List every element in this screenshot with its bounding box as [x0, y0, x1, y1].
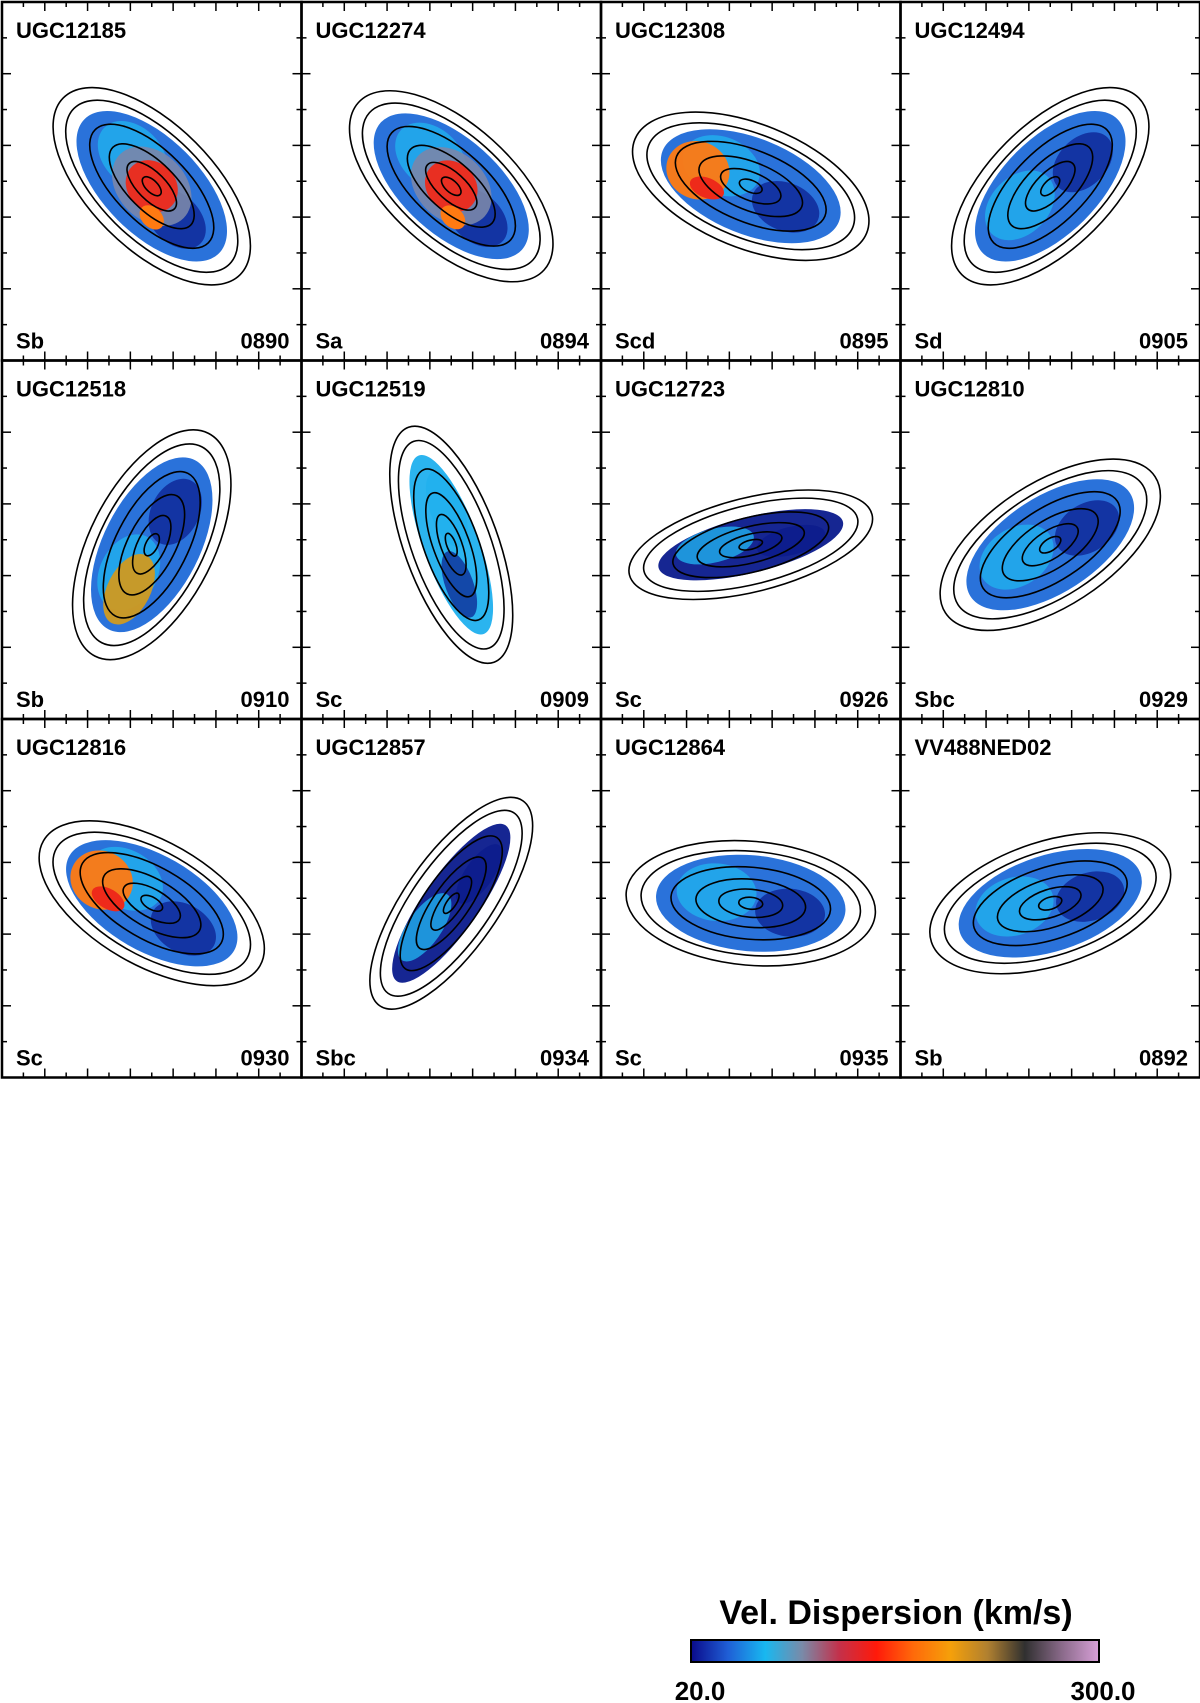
galaxy-name: UGC12864: [615, 735, 726, 760]
colorbar-min-label: 20.0: [675, 1676, 726, 1703]
dispersion-map: [66, 840, 238, 967]
axis-ticks: [2, 2, 302, 361]
galaxy-name: UGC12494: [915, 18, 1026, 43]
galaxy-panel: UGC12185 Sb 0890: [0, 0, 303, 362]
isophote-contours: [628, 489, 874, 601]
isophote-contours: [388, 425, 514, 665]
hubble-type: Sb: [16, 329, 44, 354]
dispersion-map: [958, 848, 1142, 958]
dispersion-map: [373, 113, 529, 260]
hubble-type: Sc: [615, 687, 642, 712]
dispersion-map: [658, 509, 844, 581]
galaxy-name: UGC12185: [16, 18, 126, 43]
califa-id: 0910: [241, 687, 290, 712]
axis-ticks: [301, 2, 601, 361]
galaxy-name: UGC12816: [16, 735, 126, 760]
galaxy-panel: UGC12519 Sc 0909: [300, 359, 603, 721]
isophote-contours: [348, 89, 554, 283]
axis-ticks: [301, 360, 601, 719]
colorbar-title: Vel. Dispersion (km/s): [719, 1594, 1072, 1632]
dispersion-map: [91, 457, 213, 633]
colorbar-max-label: 300.0: [1070, 1676, 1135, 1703]
galaxy-panel: UGC12857 Sbc 0934: [300, 717, 603, 1079]
hubble-type: Sbc: [316, 1046, 356, 1071]
dispersion-map: [966, 479, 1135, 611]
califa-id: 0909: [540, 687, 589, 712]
dispersion-map: [974, 110, 1126, 262]
hubble-type: Sd: [915, 329, 943, 354]
califa-id: 0934: [540, 1046, 590, 1071]
hubble-type: Sc: [615, 1046, 642, 1071]
califa-id: 0935: [840, 1046, 889, 1071]
dispersion-map: [392, 823, 511, 983]
colorbar-bar: [690, 1639, 1100, 1663]
axis-ticks: [900, 719, 1200, 1078]
galaxy-name: UGC12857: [316, 735, 426, 760]
axis-ticks: [601, 719, 901, 1078]
galaxy-panel: UGC12723 Sc 0926: [599, 359, 902, 721]
califa-id: 0929: [1139, 687, 1188, 712]
hubble-type: Scd: [615, 329, 655, 354]
isophote-contours: [71, 429, 232, 661]
galaxy-panel: UGC12518 Sb 0910: [0, 359, 303, 721]
califa-id: 0890: [241, 329, 290, 354]
axis-ticks: [601, 2, 901, 361]
galaxy-name: UGC12810: [915, 377, 1025, 402]
galaxy-panel: UGC12864 Sc 0935: [599, 717, 902, 1079]
dispersion-map: [656, 854, 846, 952]
dispersion-map: [660, 129, 841, 244]
califa-id: 0892: [1139, 1046, 1188, 1071]
califa-id: 0930: [241, 1046, 290, 1071]
galaxy-panel: UGC12494 Sd 0905: [899, 0, 1200, 362]
isophote-contours: [369, 796, 534, 1010]
galaxy-panel: UGC12308 Scd 0895: [599, 0, 902, 362]
califa-id: 0895: [840, 329, 889, 354]
isophote-contours: [52, 86, 252, 286]
galaxy-name: UGC12518: [16, 377, 126, 402]
galaxy-panel: UGC12810 Sbc 0929: [899, 359, 1200, 721]
galaxy-panel: UGC12816 Sc 0930: [0, 717, 303, 1079]
hubble-type: Sc: [316, 687, 343, 712]
axis-ticks: [2, 719, 302, 1078]
galaxy-name: VV488NED02: [915, 735, 1052, 760]
galaxy-panel: UGC12274 Sa 0894: [300, 0, 603, 362]
isophote-contours: [929, 831, 1172, 975]
califa-id: 0926: [840, 687, 889, 712]
galaxy-name: UGC12519: [316, 377, 426, 402]
panel-grid: UGC12185 Sb 0890 UGC12274 Sa 0894 UGC12308 Scd 0…: [0, 0, 1200, 1079]
hubble-type: Sb: [915, 1046, 943, 1071]
hubble-type: Sa: [316, 329, 344, 354]
galaxy-name: UGC12723: [615, 377, 725, 402]
dispersion-map: [76, 110, 228, 262]
galaxy-name: UGC12274: [316, 18, 427, 43]
isophote-contours: [625, 839, 877, 967]
hubble-type: Sc: [16, 1046, 43, 1071]
isophote-contours: [38, 820, 266, 987]
isophote-contours: [939, 458, 1162, 632]
hubble-type: Sbc: [915, 687, 955, 712]
galaxy-panel: VV488NED02 Sb 0892: [899, 717, 1200, 1079]
hubble-type: Sb: [16, 687, 44, 712]
califa-id: 0905: [1139, 329, 1188, 354]
califa-id: 0894: [540, 329, 590, 354]
galaxy-name: UGC12308: [615, 18, 725, 43]
colorbar: Vel. Dispersion (km/s) 20.0 300.0: [675, 1594, 1136, 1703]
isophote-contours: [631, 111, 870, 262]
isophote-contours: [950, 86, 1150, 286]
